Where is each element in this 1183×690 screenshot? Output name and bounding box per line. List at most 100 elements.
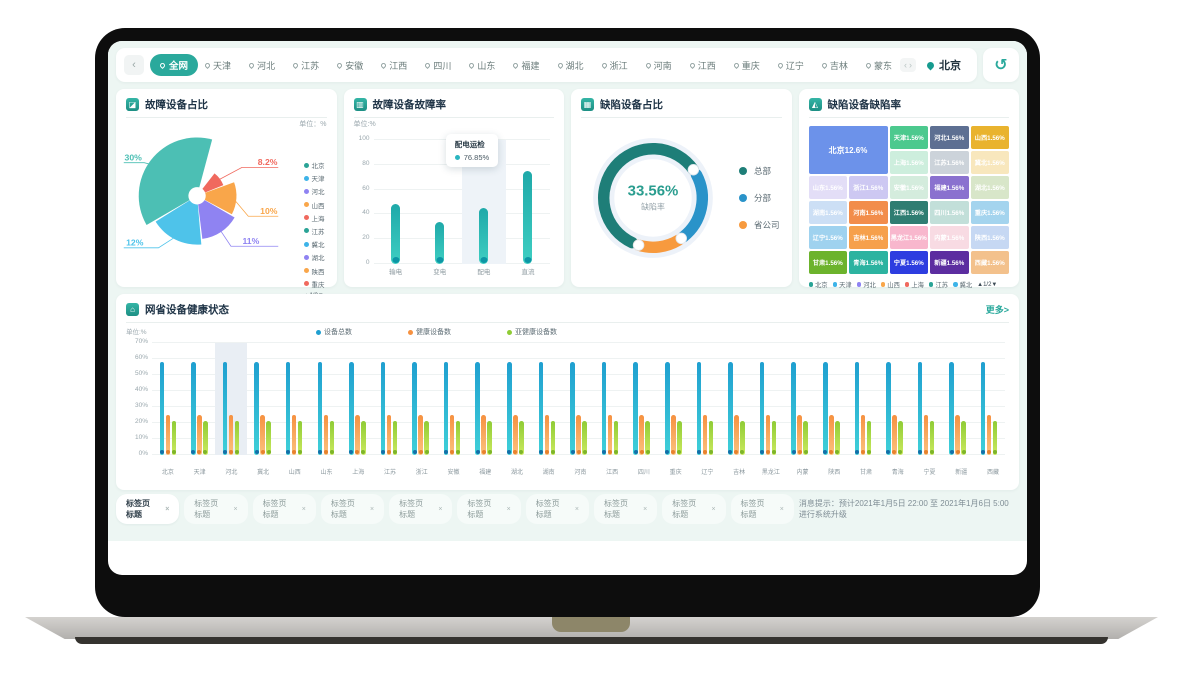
treemap-cell[interactable]: 甘肃1.56% xyxy=(808,251,847,274)
tab-label: 标签页标题 xyxy=(672,499,697,519)
bottom-tab[interactable]: 标签页标题 × xyxy=(662,494,726,524)
bottom-tab[interactable]: 标签页标题 × xyxy=(389,494,453,524)
tab-close-icon[interactable]: × xyxy=(165,505,170,513)
treemap-cell[interactable]: 重庆1.56% xyxy=(970,201,1009,224)
treemap-cell[interactable]: 四川1.56% xyxy=(930,201,969,224)
tab-close-icon[interactable]: × xyxy=(438,505,443,513)
region-tab[interactable]: 山东 xyxy=(468,57,496,74)
x-category-label: 配电 xyxy=(477,269,491,276)
region-tab[interactable]: 河南 xyxy=(644,57,673,74)
treemap-cell[interactable]: 上海1.56% xyxy=(889,151,928,174)
region-tab[interactable]: 浙江 xyxy=(600,57,629,74)
region-tab-label: 蒙东 xyxy=(873,60,892,71)
region-tab[interactable]: 湖北 xyxy=(556,57,585,74)
region-tab[interactable]: 江西 xyxy=(380,57,408,74)
y-tick-label: 0% xyxy=(138,450,148,457)
tab-close-icon[interactable]: × xyxy=(574,505,579,513)
treemap-cell[interactable]: 湖南1.56% xyxy=(808,201,847,224)
defect-rate-legend: 北京 天津 河北 山西 上海 江苏 冀北 ▲1/2▼ xyxy=(808,280,1010,289)
treemap-cell[interactable]: 辽宁1.56% xyxy=(808,226,847,249)
treemap-cell[interactable]: 内蒙1.56% xyxy=(930,226,969,249)
treemap-cell[interactable]: 浙江1.56% xyxy=(849,176,888,199)
region-tab[interactable]: 江西 xyxy=(688,57,717,74)
treemap-cell[interactable]: 青海1.56% xyxy=(849,251,888,274)
health-more-link[interactable]: 更多> xyxy=(985,305,1009,315)
bottom-tab[interactable]: 标签页标题 × xyxy=(593,494,658,524)
fault-rate-tooltip: 配电运检 76.85% xyxy=(445,134,499,167)
pager-prev-icon[interactable]: ‹ xyxy=(904,60,907,70)
treemap-cell[interactable]: 山东1.56% xyxy=(808,176,847,199)
treemap-cell[interactable]: 安徽1.56% xyxy=(889,176,928,199)
region-tab[interactable]: 吉林 xyxy=(820,57,849,74)
bottom-tab[interactable]: 标签页标题 × xyxy=(320,494,385,524)
tab-close-icon[interactable]: × xyxy=(301,505,306,513)
region-tab[interactable]: 安徽 xyxy=(336,57,364,74)
region-tab[interactable]: 重庆 xyxy=(732,57,761,74)
treemap-cell[interactable]: 河南1.56% xyxy=(849,201,888,224)
bottom-tab[interactable]: 标签页标题 × xyxy=(730,494,794,524)
bar xyxy=(254,362,259,455)
treemap-cell[interactable]: 江西1.56% xyxy=(889,201,928,224)
treemap-cell[interactable]: 吉林1.56% xyxy=(849,226,888,249)
bar xyxy=(544,415,550,455)
legend-pager[interactable]: ▲1/2▼ xyxy=(977,282,998,288)
tab-close-icon[interactable]: × xyxy=(506,505,511,513)
treemap-cell[interactable]: 河北1.56% xyxy=(930,126,969,149)
tab-close-icon[interactable]: × xyxy=(233,505,238,513)
tab-close-icon[interactable]: × xyxy=(779,505,784,513)
region-tab[interactable]: 四川 xyxy=(424,57,452,74)
region-tab[interactable]: 江苏 xyxy=(292,57,320,74)
treemap-cell[interactable]: 宁夏1.56% xyxy=(889,251,928,274)
treemap-cell[interactable]: 北京12.6% xyxy=(808,126,888,174)
treemap-cell[interactable]: 新疆1.56% xyxy=(930,251,969,274)
bar xyxy=(917,362,923,455)
tab-close-icon[interactable]: × xyxy=(711,505,716,513)
bar xyxy=(740,421,745,455)
bottom-tab[interactable]: 标签页标题 × xyxy=(252,494,316,524)
region-tab[interactable]: 福建 xyxy=(512,57,540,74)
region-tab[interactable]: 河北 xyxy=(248,57,276,74)
bar xyxy=(797,415,802,455)
bottom-tab[interactable]: 标签页标题 × xyxy=(525,494,589,524)
bar-base-dot xyxy=(614,450,619,454)
region-tab[interactable]: 辽宁 xyxy=(776,57,805,74)
x-category-label: 吉林 xyxy=(733,470,746,476)
pie-label-line xyxy=(232,198,279,217)
tab-close-icon[interactable]: × xyxy=(643,505,648,513)
region-tab-active[interactable]: 全网 xyxy=(150,54,199,76)
treemap-cell[interactable]: 黑龙江1.56% xyxy=(889,226,928,249)
pie-label: 10% xyxy=(260,206,278,216)
treemap-cell[interactable]: 福建1.56% xyxy=(930,176,969,199)
legend-label: 上海 xyxy=(311,215,325,223)
health-title: 网省设备健康状态 xyxy=(145,304,229,316)
treemap-cell[interactable]: 天津1.56% xyxy=(889,126,928,149)
region-tab-label: 河北 xyxy=(257,60,276,71)
bar-base-dot xyxy=(671,450,676,454)
region-tab[interactable]: 天津 xyxy=(203,57,232,74)
bar xyxy=(329,421,335,455)
treemap-cell[interactable]: 冀北1.56% xyxy=(970,151,1009,174)
region-pager[interactable]: ‹ › xyxy=(900,58,916,72)
legend-dot xyxy=(303,228,309,234)
treemap-cell[interactable]: 西藏1.56% xyxy=(970,251,1009,274)
current-city[interactable]: 北京 xyxy=(923,57,969,73)
tab-close-icon[interactable]: × xyxy=(370,505,375,513)
treemap-cell[interactable]: 湖北1.56% xyxy=(970,176,1009,199)
reset-button[interactable]: ↺ xyxy=(983,48,1019,82)
bottom-tab[interactable]: 标签页标题 × xyxy=(457,494,521,524)
bottom-tab[interactable]: 标签页标题 × xyxy=(116,494,180,524)
region-tab[interactable]: 蒙东 xyxy=(864,57,893,74)
bar-base-dot xyxy=(317,450,322,454)
fault-rate-panel-icon: ▥ xyxy=(353,98,367,111)
bottom-tab[interactable]: 标签页标题 × xyxy=(184,494,248,524)
region-tab-label: 江西 xyxy=(697,60,716,71)
bar xyxy=(803,421,808,455)
treemap-cell[interactable]: 陕西1.56% xyxy=(970,226,1009,249)
treemap-cell[interactable]: 江苏1.56% xyxy=(930,151,969,174)
treemap-cell[interactable]: 山西1.56% xyxy=(970,126,1009,149)
bar-base-dot xyxy=(292,450,297,454)
health-panel-icon: ⌂ xyxy=(126,303,139,316)
bar xyxy=(291,415,297,455)
pager-next-icon[interactable]: › xyxy=(909,60,912,70)
nav-back-button[interactable]: ‹ xyxy=(124,55,144,75)
